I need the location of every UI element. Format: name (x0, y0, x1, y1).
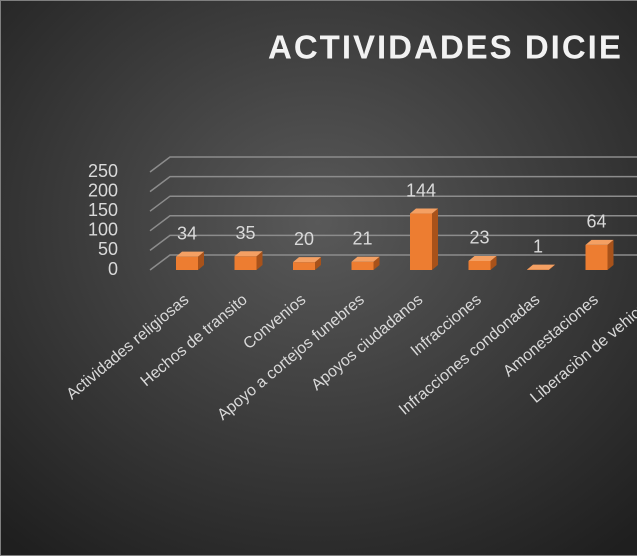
bar-front (293, 262, 315, 270)
value-label: 20 (294, 229, 314, 249)
y-tick-label: 150 (88, 200, 118, 220)
bar-front (585, 244, 608, 270)
bar-side (490, 255, 497, 270)
bar-front (410, 213, 432, 270)
grid-line (149, 215, 637, 232)
grid-line (149, 234, 637, 251)
chart-title: ACTIVIDADES DICIE (268, 29, 623, 66)
value-label: 144 (406, 180, 436, 200)
bar-top (585, 239, 614, 245)
bar-side (432, 208, 438, 270)
y-tick-label: 250 (88, 161, 118, 181)
value-label: 34 (177, 223, 197, 243)
value-label: 64 (586, 212, 606, 232)
value-label: 35 (235, 223, 255, 243)
bar-side (373, 256, 380, 270)
bar-top (234, 251, 263, 257)
bar-front (468, 260, 491, 270)
bar-side (256, 251, 263, 270)
value-label: 1 (533, 236, 543, 256)
bar-top (468, 255, 497, 261)
bar (234, 251, 263, 270)
y-tick-label: 0 (108, 259, 118, 279)
bar (351, 256, 380, 270)
bar-front (234, 256, 257, 270)
bar-top (351, 256, 380, 262)
bar (585, 239, 614, 270)
bar (468, 255, 497, 270)
bar-front (351, 261, 374, 270)
value-label: 21 (352, 229, 372, 249)
bar-top (527, 264, 555, 270)
bar-top (410, 208, 438, 214)
grid-line (149, 156, 637, 173)
bar-side (549, 264, 555, 270)
bar (293, 257, 321, 270)
bar (410, 208, 438, 270)
bar-top (176, 251, 204, 257)
grid-line (149, 175, 637, 193)
bar-front (176, 256, 198, 270)
y-tick-label: 50 (98, 239, 118, 259)
y-tick-label: 100 (88, 220, 118, 240)
y-tick-label: 200 (88, 180, 118, 200)
bar-side (607, 239, 614, 270)
bar (527, 264, 555, 270)
bar-side (315, 257, 321, 270)
bar-side (198, 251, 204, 270)
grid-line (149, 195, 637, 212)
bar-top (293, 257, 321, 263)
value-label: 23 (469, 228, 489, 248)
bar (176, 251, 204, 270)
grid-line (149, 254, 637, 271)
